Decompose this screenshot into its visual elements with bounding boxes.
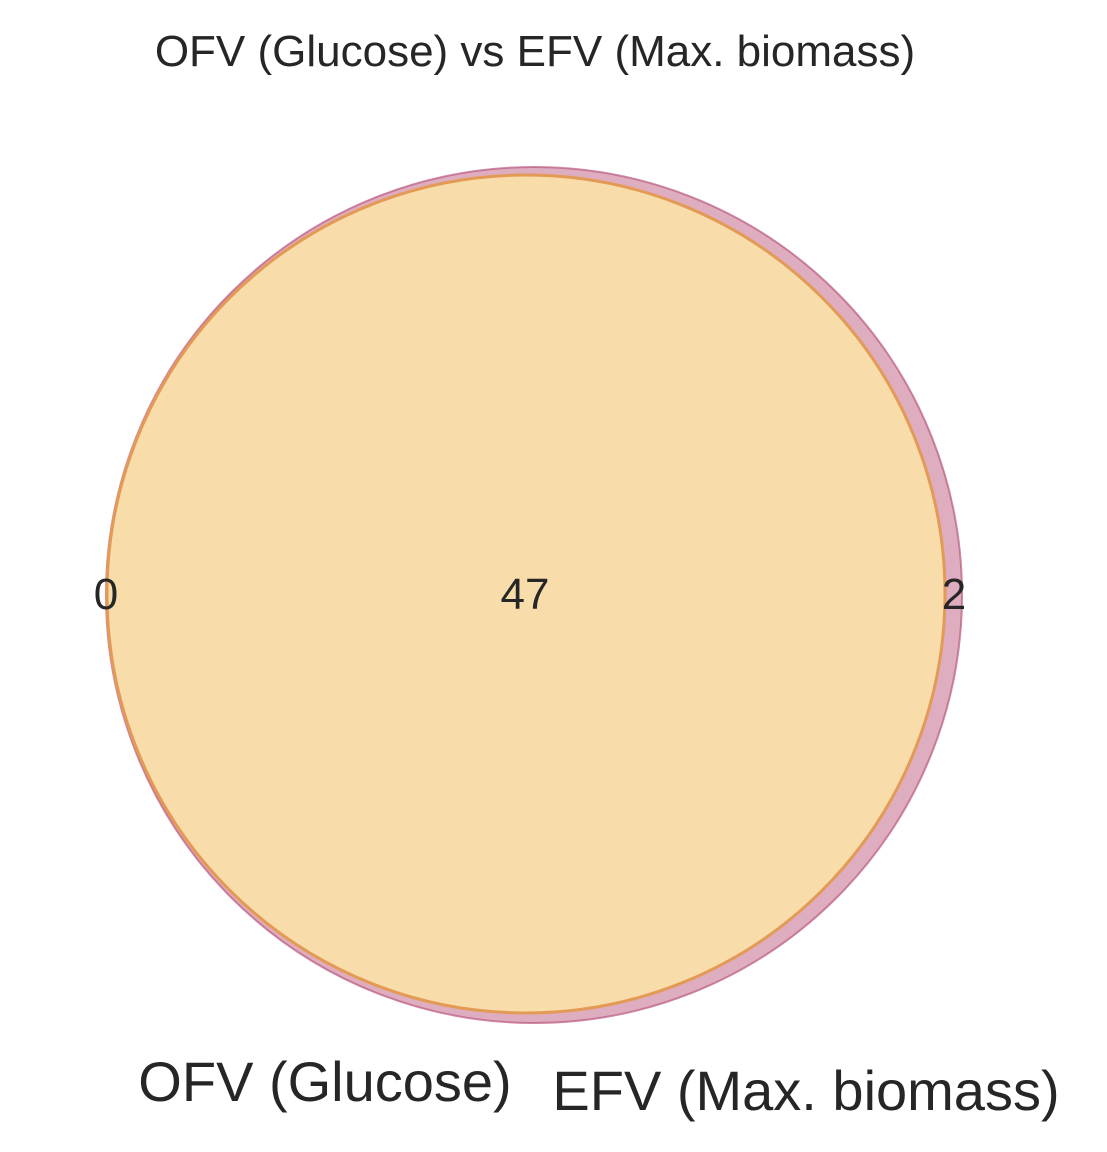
- circle-ofv: [105, 173, 947, 1015]
- set-label-efv: EFV (Max. biomass): [552, 1059, 1059, 1122]
- count-only-ofv: 0: [94, 570, 118, 619]
- count-intersection: 47: [501, 570, 550, 619]
- count-only-efv: 2: [942, 570, 966, 619]
- chart-title: OFV (Glucose) vs EFV (Max. biomass): [155, 27, 915, 76]
- set-label-ofv: OFV (Glucose): [138, 1050, 511, 1113]
